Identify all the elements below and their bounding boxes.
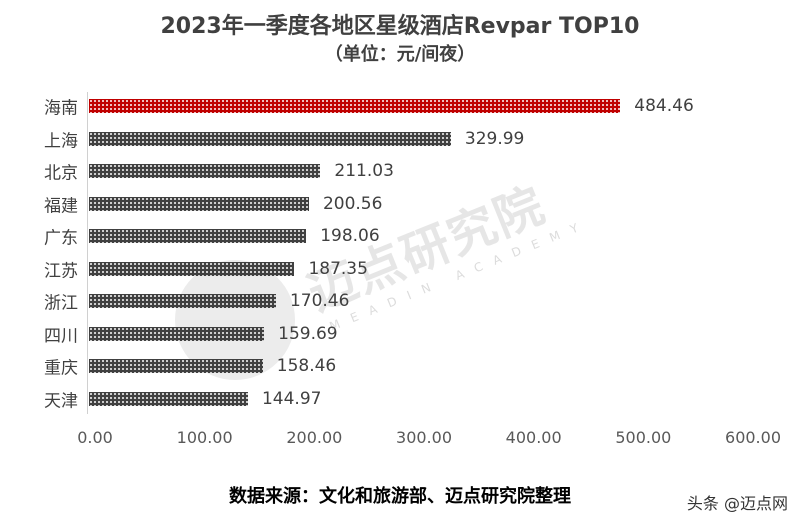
value-label: 484.46 — [634, 96, 694, 116]
bar — [89, 294, 276, 308]
credit-label: 头条 @迈点网 — [686, 494, 788, 513]
category-label: 天津 — [44, 391, 78, 411]
bar — [89, 99, 621, 113]
bar — [89, 229, 307, 243]
bar-row: 福建 200.56 — [0, 188, 800, 220]
value-label: 144.97 — [261, 388, 322, 409]
bar — [89, 196, 309, 211]
category-label: 重庆 — [44, 358, 78, 379]
category-label: 广东 — [44, 228, 78, 249]
chart-title: 2023年一季度各地区星级酒店Revpar TOP10 — [160, 14, 640, 39]
category-label: 福建 — [44, 196, 78, 216]
data-source: 数据来源：文化和旅游部、迈点研究院整理 — [229, 486, 571, 507]
bar — [89, 131, 451, 146]
value-label: 170.46 — [289, 291, 350, 311]
bar-row: 北京 211.03 — [0, 155, 800, 187]
x-tick-label: 300.00 — [396, 428, 452, 447]
x-tick-label: 100.00 — [176, 428, 233, 447]
x-tick-label: 600.00 — [725, 428, 781, 447]
y-axis-line — [87, 92, 88, 414]
bar — [89, 326, 265, 341]
value-label: 198.06 — [320, 226, 380, 246]
category-label: 江苏 — [44, 261, 78, 281]
x-tick-label: 400.00 — [505, 428, 562, 447]
bar — [89, 261, 295, 276]
bar-row: 浙江 170.46 — [0, 285, 800, 317]
bar-row: 四川 159.69 — [0, 318, 800, 350]
bar-row: 上海 329.99 — [0, 123, 800, 155]
category-label: 浙江 — [44, 293, 78, 314]
category-label: 北京 — [44, 163, 78, 184]
bar-row: 海南 484.46 — [0, 90, 800, 122]
x-tick-label: 500.00 — [615, 428, 672, 447]
bar — [89, 359, 263, 373]
bar-row: 天津 144.97 — [0, 383, 800, 415]
value-label: 329.99 — [464, 128, 525, 149]
x-tick-label: 200.00 — [286, 428, 343, 447]
bar — [89, 391, 248, 406]
category-label: 上海 — [44, 131, 78, 151]
value-label: 158.46 — [276, 356, 337, 376]
bar-row: 江苏 187.35 — [0, 253, 800, 285]
category-label: 海南 — [44, 98, 78, 119]
bar-row: 重庆 158.46 — [0, 350, 800, 382]
value-label: 187.35 — [308, 258, 368, 279]
category-label: 四川 — [44, 326, 78, 346]
value-label: 200.56 — [322, 193, 383, 214]
bar — [89, 164, 321, 178]
value-label: 159.69 — [278, 323, 338, 344]
x-tick-label: 0.00 — [77, 428, 113, 447]
value-label: 211.03 — [334, 161, 394, 181]
chart-subtitle: （单位：元/间夜） — [324, 44, 476, 65]
bar-row: 广东 198.06 — [0, 220, 800, 252]
